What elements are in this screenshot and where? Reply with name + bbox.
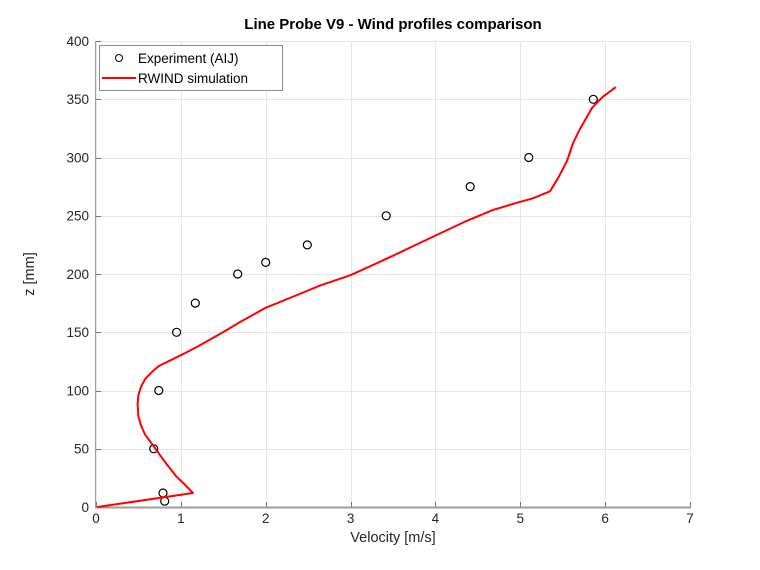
experiment-data-point <box>524 152 534 163</box>
y-tick-label: 400 <box>66 34 89 49</box>
x-tick-label: 6 <box>601 511 609 526</box>
experiment-data-point <box>261 257 271 267</box>
experiment-data-point <box>465 182 475 192</box>
experiment-data-point <box>233 269 243 279</box>
y-axis-label: z [mm] <box>22 252 38 296</box>
y-tick-label: 150 <box>66 325 89 340</box>
experiment-data-point <box>302 240 312 250</box>
legend-label-simulation: RWIND simulation <box>138 70 249 86</box>
legend-item-experiment: Experiment (AIJ) <box>100 48 282 68</box>
x-tick-label: 7 <box>686 511 694 526</box>
x-tick-label: 2 <box>262 511 270 526</box>
y-tick-label: 300 <box>66 150 89 165</box>
experiment-data-point <box>158 488 168 498</box>
x-tick-label: 0 <box>92 511 100 526</box>
legend-item-simulation: RWIND simulation <box>100 68 282 88</box>
simulation-curve <box>96 86 617 508</box>
y-tick-label: 350 <box>66 92 89 107</box>
open-circle-marker-icon <box>100 48 138 68</box>
red-line-marker-icon <box>100 68 138 88</box>
x-tick-label: 4 <box>432 511 440 526</box>
x-tick-label: 5 <box>517 511 525 526</box>
x-tick-label: 1 <box>177 511 185 526</box>
x-axis-label: Velocity [m/s] <box>350 530 436 546</box>
chart-title: Line Probe V9 - Wind profiles comparison <box>244 16 542 33</box>
y-tick-label: 100 <box>66 383 89 398</box>
y-tick-label: 250 <box>66 209 89 224</box>
legend-label-experiment: Experiment (AIJ) <box>138 50 239 66</box>
experiment-data-point <box>190 298 200 308</box>
y-tick-label: 0 <box>81 500 89 515</box>
x-tick-label: 3 <box>347 511 355 526</box>
y-tick-label: 50 <box>74 442 89 457</box>
experiment-data-point <box>588 94 598 104</box>
experiment-data-point <box>154 385 164 396</box>
y-tick-label: 200 <box>66 267 89 282</box>
experiment-data-point <box>381 211 391 221</box>
legend: Experiment (AIJ) RWIND simulation <box>99 45 283 91</box>
experiment-data-point <box>172 327 182 337</box>
